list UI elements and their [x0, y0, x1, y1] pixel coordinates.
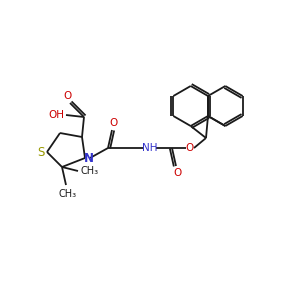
Text: CH₃: CH₃: [81, 166, 99, 176]
Text: O: O: [63, 91, 71, 101]
Text: OH: OH: [48, 110, 64, 120]
Text: O: O: [186, 143, 194, 153]
Text: O: O: [110, 118, 118, 128]
Text: CH₃: CH₃: [59, 189, 77, 199]
Text: N: N: [84, 152, 94, 166]
Text: S: S: [37, 146, 45, 158]
Text: O: O: [173, 168, 181, 178]
Text: NH: NH: [142, 143, 158, 153]
